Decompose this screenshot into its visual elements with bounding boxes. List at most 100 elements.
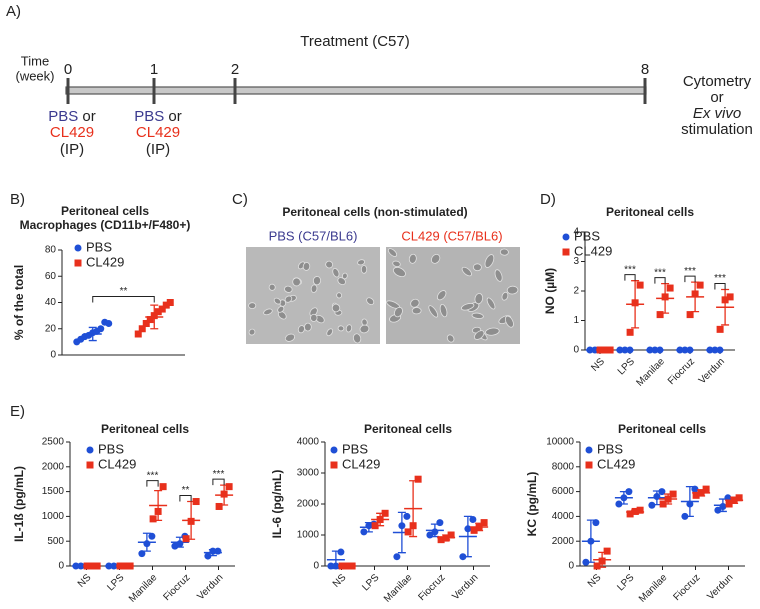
data-point — [658, 488, 666, 496]
y-tick-label: 2000 — [42, 461, 65, 472]
data-point — [725, 500, 733, 508]
significance-label: *** — [213, 469, 225, 480]
data-point — [726, 293, 734, 301]
cell — [268, 283, 276, 291]
x-tick-label: Verdun — [705, 572, 735, 602]
cell — [366, 297, 375, 305]
y-tick-label: 2000 — [297, 499, 320, 510]
images-title: Peritoneal cells (non-stimulated) — [282, 205, 467, 219]
cell — [331, 303, 341, 313]
micrograph — [386, 247, 520, 344]
data-point — [393, 553, 401, 561]
timeline-axis-label: Time — [21, 53, 49, 68]
data-point — [735, 494, 743, 502]
significance-bracket — [92, 296, 155, 303]
data-point — [716, 325, 724, 333]
y-tick-label: 2500 — [42, 437, 65, 448]
significance-label: ** — [182, 485, 190, 496]
cells — [248, 248, 519, 344]
cell — [297, 325, 305, 334]
legend-marker — [86, 446, 94, 454]
x-tick-label: LPS — [615, 572, 636, 593]
data-point — [656, 311, 664, 319]
y-tick-label: 1000 — [297, 530, 320, 541]
y-tick-label: 4000 — [297, 437, 320, 448]
data-point — [138, 325, 146, 333]
data-point — [436, 519, 444, 527]
cell — [332, 267, 340, 278]
data-point — [414, 475, 422, 483]
legend-marker — [585, 461, 593, 469]
x-tick-label: NS — [76, 572, 94, 590]
x-tick-label: NS — [586, 572, 604, 590]
cell — [312, 276, 322, 286]
significance-bracket — [654, 277, 666, 284]
legend-label: CL429 — [574, 243, 612, 258]
cell — [392, 260, 401, 267]
timeline-title: Treatment (C57) — [300, 33, 409, 50]
y-tick-label: 10000 — [546, 437, 574, 448]
injection-a: PBS — [48, 108, 78, 125]
chart-title: Peritoneal cells — [364, 422, 452, 436]
cell — [304, 322, 312, 332]
cell — [393, 306, 403, 318]
data-point — [225, 483, 233, 491]
injection-or: or — [168, 108, 181, 125]
x-tick-label: Verdun — [697, 356, 727, 386]
panel-label: E) — [10, 403, 25, 420]
x-tick-label: Fiocruz — [162, 572, 193, 603]
x-tick-label: Verdun — [195, 572, 225, 602]
data-point — [192, 498, 200, 506]
data-point — [592, 519, 600, 527]
readout: Ex vivo — [693, 105, 741, 122]
cell — [359, 324, 370, 334]
significance-label: *** — [147, 470, 159, 481]
significance-bracket — [179, 495, 192, 502]
x-tick-label: LPS — [616, 356, 637, 377]
data-point — [625, 488, 633, 496]
data-point — [360, 528, 368, 536]
chart-title: Peritoneal cells — [101, 422, 189, 436]
significance-label: ** — [120, 286, 128, 297]
cell — [474, 330, 485, 340]
significance-label: *** — [684, 266, 696, 277]
data-point — [459, 553, 467, 561]
data-point — [162, 301, 170, 309]
data-point — [371, 522, 379, 530]
legend-marker — [74, 244, 82, 252]
legend-label: PBS — [342, 441, 368, 456]
legend-marker — [330, 461, 338, 469]
cell — [310, 313, 318, 322]
y-tick-label: 0 — [573, 345, 579, 356]
y-tick-label: 0 — [50, 350, 56, 361]
y-tick-label: 4000 — [552, 511, 575, 522]
x-tick-label: Verdun — [450, 572, 480, 602]
cell — [337, 325, 345, 332]
data-point — [148, 532, 156, 540]
chart-subtitle: Macrophages (CD11b+/F480+) — [20, 218, 191, 232]
data-point — [337, 548, 345, 556]
cell — [439, 303, 448, 318]
x-tick-label: Manilae — [382, 572, 415, 605]
data-point — [182, 535, 190, 543]
cell — [411, 307, 422, 315]
y-tick-label: 500 — [47, 536, 64, 547]
x-tick-label: NS — [589, 356, 607, 374]
panel-label: B) — [10, 191, 25, 208]
cell — [284, 285, 293, 293]
injection-label: PBS or — [48, 108, 96, 125]
cell — [485, 327, 500, 336]
data-point — [469, 516, 477, 523]
cell — [461, 266, 472, 277]
y-tick-label: 8000 — [552, 461, 575, 472]
image-label: CL429 (C57/BL6) — [401, 228, 502, 243]
cell — [326, 328, 334, 337]
y-tick-label: 2 — [573, 286, 579, 297]
x-tick-label: Fiocruz — [417, 572, 448, 603]
cell — [506, 285, 519, 295]
significance-bracket — [624, 274, 636, 281]
readout: stimulation — [681, 121, 753, 138]
data-point — [696, 281, 704, 289]
data-point — [666, 284, 674, 292]
cell — [460, 303, 475, 311]
